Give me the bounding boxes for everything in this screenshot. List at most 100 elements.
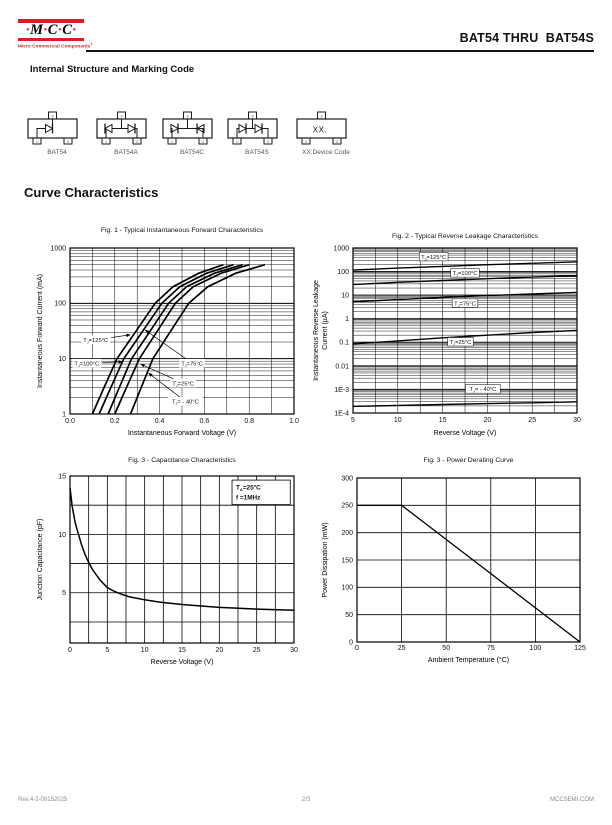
- svg-text:3: 3: [52, 115, 54, 119]
- svg-text:100: 100: [341, 585, 353, 592]
- svg-text:1: 1: [36, 140, 38, 144]
- logo-letter: C: [47, 22, 58, 38]
- svg-text:0.01: 0.01: [335, 363, 349, 370]
- svg-text:50: 50: [345, 612, 353, 619]
- svg-text:2: 2: [336, 140, 338, 144]
- fig3-capacitance-chart: 0 5 10 15 20 25 30 5 10 15 Reverse Voltage (V) Junc…: [37, 473, 298, 666]
- gridlines: [357, 478, 580, 642]
- svg-text:2: 2: [136, 140, 138, 144]
- svg-text:0.1: 0.1: [339, 340, 349, 347]
- svg-text:0.0: 0.0: [65, 418, 75, 425]
- logo-dot: ·: [72, 22, 77, 38]
- svg-text:0.8: 0.8: [244, 418, 254, 425]
- conditions-box: [231, 479, 291, 506]
- plot-frame: [69, 475, 295, 644]
- x-axis-label: Reverse Voltage (V): [151, 659, 214, 666]
- pin-2: [332, 137, 342, 145]
- svg-text:2: 2: [202, 140, 204, 144]
- fig2-reverse-leakage-chart: 5 10 15 20 25 30 1000 100 10 1 0.1 0.01 1E-3 1E-4 Reve…: [313, 245, 581, 437]
- svg-text:250: 250: [341, 503, 353, 510]
- wire: [236, 128, 239, 138]
- package-caption: BAT54: [47, 149, 67, 156]
- svg-text:TJ=100°C: TJ=100°C: [453, 271, 478, 278]
- svg-text:1000: 1000: [50, 245, 66, 252]
- fig3-title: Fig. 3 - Capacitance Characteristics: [128, 457, 236, 464]
- axis-tick-labels: 0 5 10 15 20 25 30 5 10 15: [58, 473, 298, 654]
- svg-text:1: 1: [236, 140, 238, 144]
- svg-text:50: 50: [442, 645, 450, 652]
- curve-TJ125C: [91, 263, 224, 415]
- wire: [262, 128, 269, 138]
- svg-text:25: 25: [398, 645, 406, 652]
- fig4-power-derating-chart: 0 25 50 75 100 125 0 50 100 150 200 250 300 Ambient T…: [322, 475, 586, 664]
- svg-text:TJ=75°C: TJ=75°C: [454, 301, 476, 308]
- svg-text:1: 1: [305, 140, 307, 144]
- svg-text:30: 30: [573, 417, 581, 424]
- svg-text:TJ=25°C: TJ=25°C: [450, 340, 472, 347]
- diode-triangle: [170, 123, 180, 134]
- curve-labels: TJ=125°C TJ=100°C TJ=75°C TJ=25°C TJ= - 40°C: [418, 252, 501, 394]
- logo-letter: M: [30, 22, 44, 38]
- svg-text:25: 25: [528, 417, 536, 424]
- header-rule: [86, 50, 594, 52]
- logo-dot: ·: [57, 22, 62, 38]
- logo-letters: · M · C · C ·: [18, 23, 84, 38]
- svg-text:TJ= - 40°C: TJ= - 40°C: [469, 387, 496, 394]
- pin-2: [63, 137, 73, 145]
- logo-dot: ·: [25, 22, 30, 38]
- curve-TJ40C: [352, 401, 578, 408]
- svg-text:15: 15: [178, 647, 186, 654]
- fig2-title: Fig. 2 - Typical Reverse Leakage Charact…: [391, 233, 539, 240]
- series-curves: [69, 487, 295, 612]
- curve-TJ25C: [352, 329, 578, 345]
- svg-text:1: 1: [105, 140, 107, 144]
- structure-heading: Internal Structure and Marking Code: [30, 64, 195, 75]
- registered-mark: ®: [90, 42, 93, 46]
- fig1-forward-characteristics-chart: 0.0 0.2 0.4 0.6 0.8 1.0 1 10 100 1000 Instantaneou…: [37, 245, 299, 437]
- svg-text:1000: 1000: [333, 245, 349, 252]
- svg-text:30: 30: [290, 647, 298, 654]
- curve-TJ125C: [352, 261, 578, 271]
- fig4-title: Fig. 3 - Power Derating Curve: [423, 457, 514, 464]
- series-curves: [357, 504, 581, 643]
- svg-text:10: 10: [58, 532, 66, 539]
- svg-text:15: 15: [58, 473, 66, 480]
- logo-bottom-bar: [18, 37, 84, 41]
- y-axis-label: Instantaneous Forward Current (mA): [37, 274, 44, 388]
- svg-text:1E-3: 1E-3: [334, 387, 349, 394]
- svg-text:0: 0: [355, 645, 359, 652]
- curve-TJ25C: [114, 263, 250, 415]
- pin-1: [301, 137, 311, 145]
- svg-text:3: 3: [321, 115, 323, 119]
- plot-frame: [69, 247, 295, 415]
- svg-text:100: 100: [530, 645, 542, 652]
- svg-text:10: 10: [394, 417, 402, 424]
- wire: [36, 128, 46, 138]
- svg-text:2: 2: [267, 140, 269, 144]
- svg-text:20: 20: [484, 417, 492, 424]
- package-common-cathode: 3 1 2: [162, 111, 213, 145]
- y-axis-label: Power Dissipation (mW): [322, 522, 329, 597]
- footer-revision: Rev.4-2-09152025: [18, 797, 68, 803]
- svg-text:1: 1: [345, 316, 349, 323]
- axis-tick-labels: 0.0 0.2 0.4 0.6 0.8 1.0 1 10 100 1000: [50, 245, 299, 425]
- curve-JunctionCapacitance: [69, 487, 295, 612]
- series-curves: [352, 261, 578, 408]
- svg-text:TJ=75°C: TJ=75°C: [181, 361, 203, 368]
- series-curves: [91, 263, 266, 415]
- curve-TJ75C: [352, 291, 578, 303]
- svg-text:15: 15: [439, 417, 447, 424]
- curve-TJ75C: [107, 263, 243, 415]
- footer-page-number: 2/3: [301, 797, 311, 803]
- package-caption: XX:Device Code: [302, 149, 350, 156]
- package-single: 3 1 2: [27, 111, 78, 145]
- package-caption: BAT54C: [179, 149, 205, 156]
- package-series: 3 1 2: [227, 111, 278, 145]
- axis-tick-labels: 0 25 50 75 100 125 0 50 100 150 200 250 300: [341, 475, 586, 652]
- svg-text:f =1MHz: f =1MHz: [236, 495, 260, 502]
- svg-text:5: 5: [105, 647, 109, 654]
- diode-triangle: [127, 123, 137, 134]
- svg-text:5: 5: [351, 417, 355, 424]
- svg-text:0: 0: [349, 639, 353, 646]
- svg-text:20: 20: [215, 647, 223, 654]
